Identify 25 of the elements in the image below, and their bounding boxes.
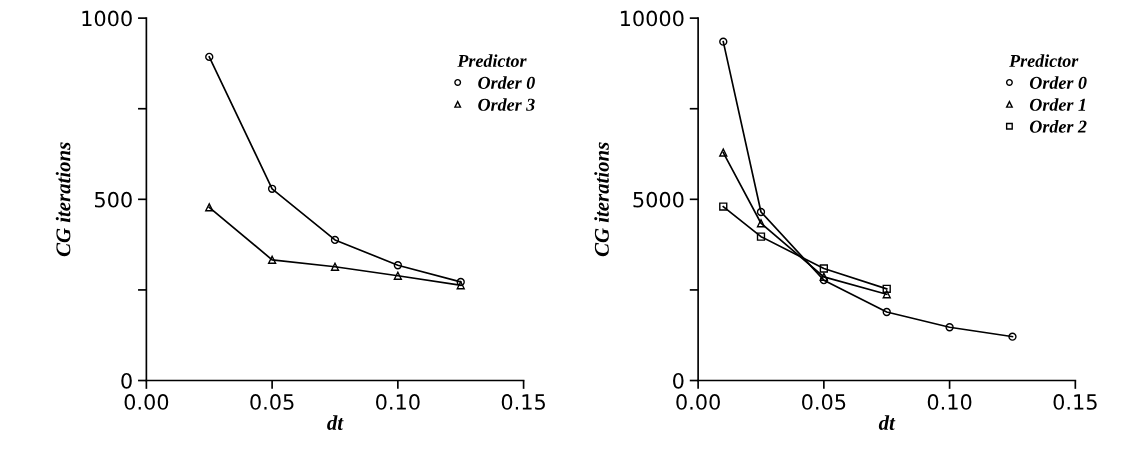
x-tick-label: 0.05 xyxy=(250,394,294,410)
y-tick-label: 0 xyxy=(121,372,132,389)
x-tick-label: 0.00 xyxy=(676,394,720,410)
x-tick-label: 0.10 xyxy=(376,394,420,410)
legend-label: Order 0 xyxy=(478,76,535,89)
y-tick-label: 10000 xyxy=(620,10,684,27)
legend-label: Order 0 xyxy=(1029,76,1087,89)
y-tick-label: 0 xyxy=(673,372,684,389)
y-tick-label: 1000 xyxy=(82,10,132,27)
y-tick-label: 500 xyxy=(95,191,132,208)
legend-title: Predictor xyxy=(457,54,527,68)
x-tick-label: 0.15 xyxy=(1053,394,1097,410)
legend-label: Order 3 xyxy=(478,98,535,111)
legend-title: Predictor xyxy=(1009,54,1079,68)
x-tick-label: 0.10 xyxy=(927,394,972,410)
x-axis-title: dt xyxy=(878,415,896,430)
y-axis-title: CG iterations xyxy=(55,142,71,257)
y-axis-title: CG iterations xyxy=(594,142,609,257)
y-tick-label: 5000 xyxy=(633,191,684,208)
x-tick-label: 0.15 xyxy=(501,394,545,410)
legend-label: Order 1 xyxy=(1029,98,1086,111)
x-axis-title: dt xyxy=(327,415,344,430)
legend-label: Order 2 xyxy=(1029,120,1087,133)
x-tick-label: 0.00 xyxy=(124,394,169,410)
x-tick-label: 0.05 xyxy=(802,394,846,410)
